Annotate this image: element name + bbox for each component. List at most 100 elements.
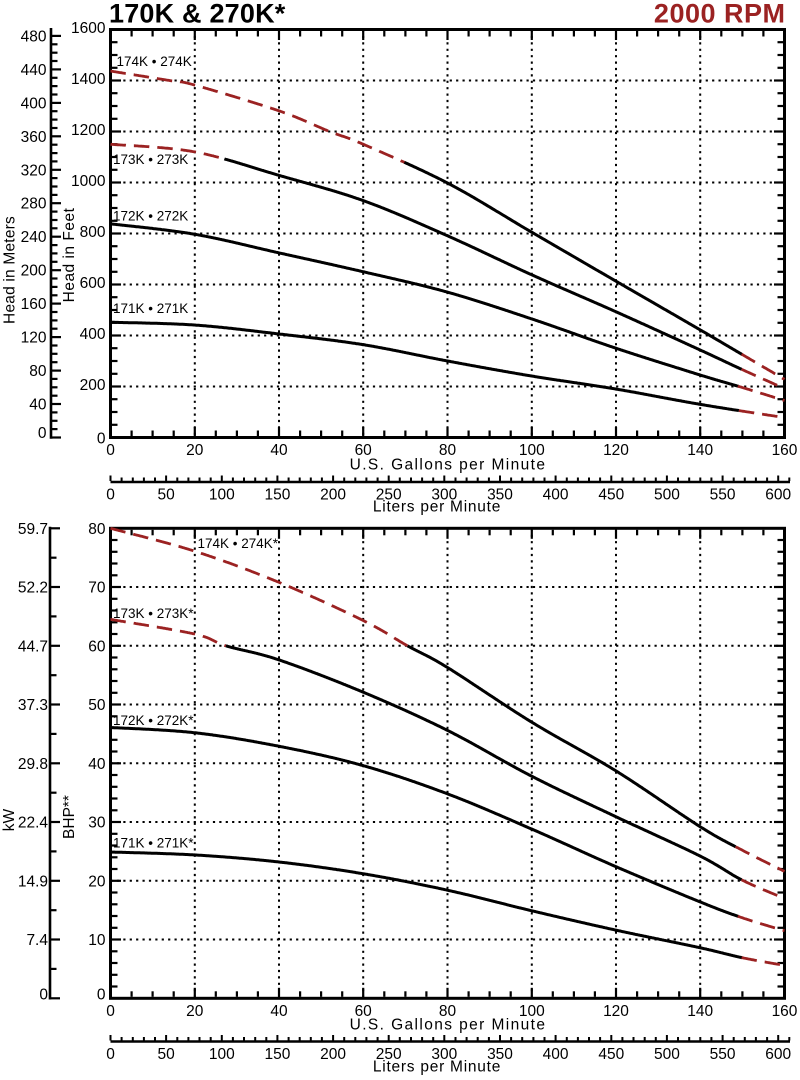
svg-text:200: 200 xyxy=(320,1046,346,1063)
svg-text:60: 60 xyxy=(355,1003,373,1020)
svg-text:171K • 271K: 171K • 271K xyxy=(113,301,188,316)
svg-text:200: 200 xyxy=(21,263,47,280)
svg-text:20: 20 xyxy=(88,873,106,890)
svg-text:0: 0 xyxy=(106,1046,115,1063)
svg-text:600: 600 xyxy=(765,1046,791,1063)
svg-text:173K • 273K*: 173K • 273K* xyxy=(113,606,194,621)
svg-text:120: 120 xyxy=(603,1003,629,1020)
svg-text:Liters per Minute: Liters per Minute xyxy=(373,1059,501,1076)
svg-text:22.4: 22.4 xyxy=(18,815,49,832)
svg-text:Head in Feet: Head in Feet xyxy=(61,207,78,302)
svg-text:20: 20 xyxy=(186,1003,204,1020)
svg-text:450: 450 xyxy=(598,1046,624,1063)
svg-text:100: 100 xyxy=(519,442,545,459)
svg-text:7.4: 7.4 xyxy=(26,932,48,949)
svg-text:0: 0 xyxy=(97,987,106,1004)
svg-text:150: 150 xyxy=(264,1046,290,1063)
svg-text:440: 440 xyxy=(21,62,47,79)
svg-text:100: 100 xyxy=(519,1003,545,1020)
svg-text:480: 480 xyxy=(21,28,47,45)
svg-text:37.3: 37.3 xyxy=(18,697,48,714)
svg-text:140: 140 xyxy=(687,1003,713,1020)
svg-text:1400: 1400 xyxy=(71,71,106,88)
svg-text:0: 0 xyxy=(38,425,47,442)
svg-text:350: 350 xyxy=(487,1046,513,1063)
svg-text:1000: 1000 xyxy=(71,173,106,190)
svg-text:2000 RPM: 2000 RPM xyxy=(654,0,786,29)
svg-text:550: 550 xyxy=(710,487,736,504)
svg-text:0: 0 xyxy=(106,442,115,459)
svg-text:kW: kW xyxy=(1,808,18,831)
svg-text:500: 500 xyxy=(654,487,680,504)
svg-text:Liters per Minute: Liters per Minute xyxy=(373,499,501,516)
svg-text:171K • 271K*: 171K • 271K* xyxy=(113,836,194,851)
svg-text:10: 10 xyxy=(88,932,106,949)
svg-text:250: 250 xyxy=(376,1046,402,1063)
svg-text:200: 200 xyxy=(80,377,106,394)
svg-text:14.9: 14.9 xyxy=(18,873,48,890)
svg-text:50: 50 xyxy=(157,487,175,504)
svg-text:800: 800 xyxy=(80,224,106,241)
svg-text:80: 80 xyxy=(88,521,106,538)
svg-text:44.7: 44.7 xyxy=(18,638,48,655)
svg-text:600: 600 xyxy=(765,487,791,504)
svg-text:120: 120 xyxy=(603,442,629,459)
svg-text:40: 40 xyxy=(270,442,288,459)
svg-text:174K • 274K: 174K • 274K xyxy=(117,54,192,69)
svg-text:400: 400 xyxy=(21,95,47,112)
svg-text:550: 550 xyxy=(710,1046,736,1063)
svg-text:50: 50 xyxy=(157,1046,175,1063)
svg-text:U.S. Gallons per Minute: U.S. Gallons per Minute xyxy=(350,457,547,474)
svg-text:173K • 273K: 173K • 273K xyxy=(113,152,188,167)
svg-text:0: 0 xyxy=(106,1003,115,1020)
svg-text:30: 30 xyxy=(88,815,106,832)
svg-text:Head in Meters: Head in Meters xyxy=(2,216,19,324)
svg-text:172K • 272K: 172K • 272K xyxy=(113,209,188,224)
svg-text:250: 250 xyxy=(376,487,402,504)
svg-text:29.8: 29.8 xyxy=(18,756,48,773)
svg-text:200: 200 xyxy=(320,487,346,504)
svg-text:172K • 272K*: 172K • 272K* xyxy=(113,713,194,728)
svg-text:BHP**: BHP** xyxy=(61,795,78,839)
svg-text:400: 400 xyxy=(80,326,106,343)
svg-text:140: 140 xyxy=(687,442,713,459)
svg-text:500: 500 xyxy=(654,1046,680,1063)
svg-text:40: 40 xyxy=(29,397,47,414)
svg-text:60: 60 xyxy=(88,638,106,655)
svg-text:100: 100 xyxy=(209,487,235,504)
svg-text:40: 40 xyxy=(270,1003,288,1020)
svg-text:100: 100 xyxy=(209,1046,235,1063)
svg-text:160: 160 xyxy=(772,1003,798,1020)
svg-text:150: 150 xyxy=(264,487,290,504)
svg-text:120: 120 xyxy=(21,330,47,347)
svg-text:1600: 1600 xyxy=(71,20,106,37)
svg-text:280: 280 xyxy=(21,196,47,213)
svg-text:40: 40 xyxy=(88,756,106,773)
svg-text:400: 400 xyxy=(543,1046,569,1063)
svg-text:0: 0 xyxy=(97,430,106,447)
svg-text:320: 320 xyxy=(21,162,47,179)
svg-text:80: 80 xyxy=(29,363,47,380)
svg-text:50: 50 xyxy=(88,697,106,714)
svg-text:80: 80 xyxy=(439,1003,457,1020)
svg-text:70: 70 xyxy=(88,580,106,597)
svg-text:600: 600 xyxy=(80,275,106,292)
svg-text:300: 300 xyxy=(431,487,457,504)
svg-text:59.7: 59.7 xyxy=(18,521,48,538)
svg-text:20: 20 xyxy=(186,442,204,459)
svg-text:160: 160 xyxy=(772,442,798,459)
svg-text:1200: 1200 xyxy=(71,122,106,139)
svg-text:0: 0 xyxy=(39,986,48,1003)
svg-text:174K • 274K*: 174K • 274K* xyxy=(198,536,279,551)
svg-text:52.2: 52.2 xyxy=(18,580,48,597)
svg-text:170K & 270K*: 170K & 270K* xyxy=(109,0,286,29)
svg-text:450: 450 xyxy=(598,487,624,504)
svg-text:80: 80 xyxy=(439,442,457,459)
svg-text:300: 300 xyxy=(431,1046,457,1063)
svg-text:360: 360 xyxy=(21,129,47,146)
svg-text:400: 400 xyxy=(543,487,569,504)
svg-text:350: 350 xyxy=(487,487,513,504)
svg-text:240: 240 xyxy=(21,229,47,246)
svg-text:U.S. Gallons per Minute: U.S. Gallons per Minute xyxy=(350,1017,547,1034)
svg-text:160: 160 xyxy=(21,296,47,313)
